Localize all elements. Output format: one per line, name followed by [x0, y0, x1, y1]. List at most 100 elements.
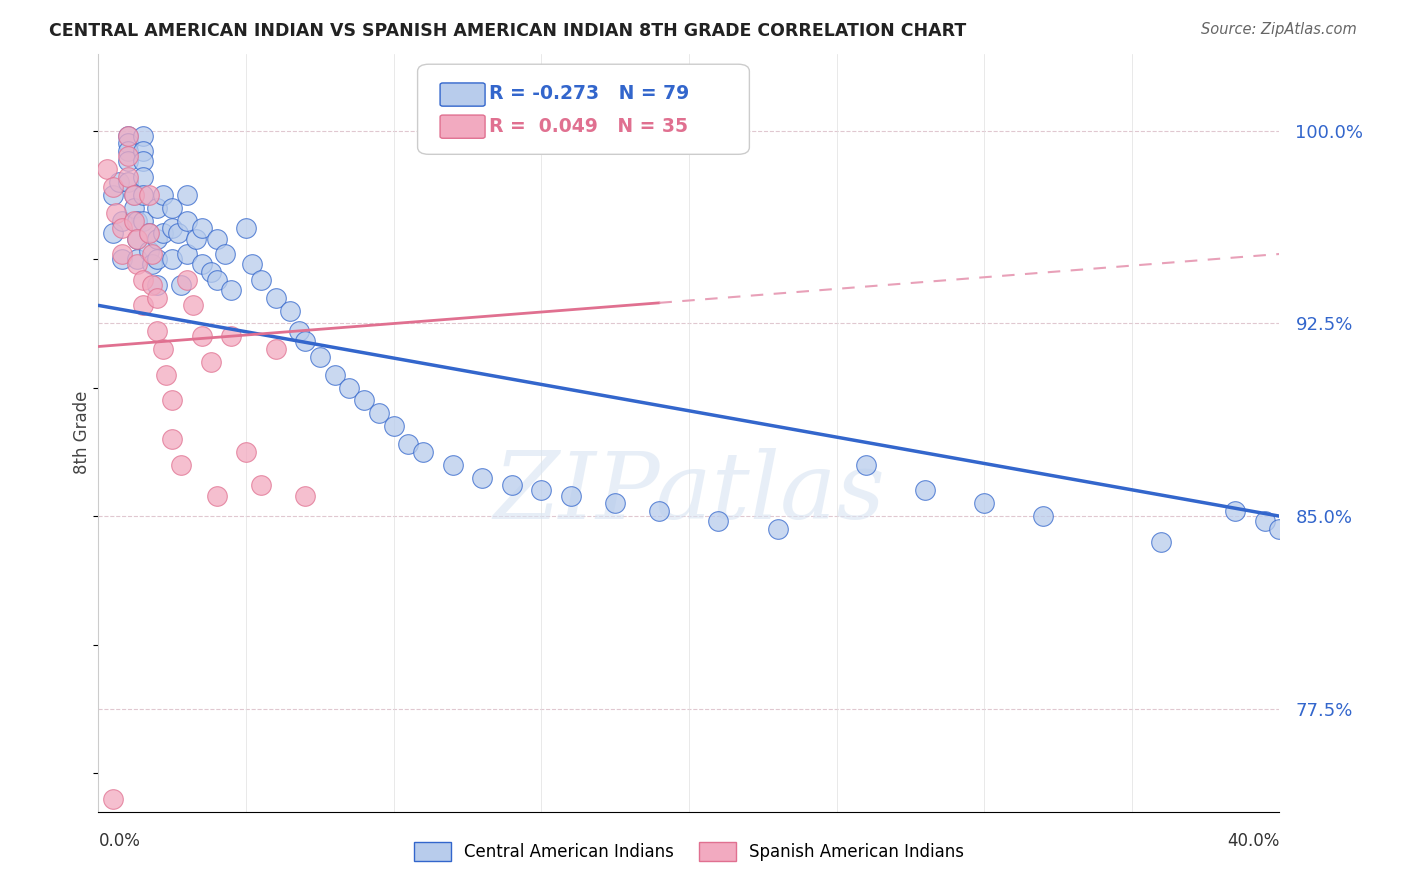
- Point: [111, 252, 134, 267]
- Point: [176, 247, 198, 261]
- Point: [122, 213, 145, 227]
- Point: [141, 247, 163, 261]
- Point: [117, 154, 139, 169]
- Point: [530, 483, 553, 498]
- Point: [1268, 522, 1291, 536]
- Point: [221, 283, 243, 297]
- Point: [132, 187, 155, 202]
- Point: [117, 128, 139, 143]
- Point: [117, 175, 139, 189]
- Point: [146, 277, 169, 292]
- Point: [471, 470, 494, 484]
- Point: [280, 303, 302, 318]
- Point: [108, 175, 131, 189]
- Point: [141, 257, 163, 271]
- Point: [132, 169, 155, 184]
- Point: [117, 136, 139, 151]
- Point: [152, 187, 174, 202]
- Point: [146, 324, 169, 338]
- Point: [766, 522, 789, 536]
- Point: [181, 298, 204, 312]
- Point: [146, 291, 169, 305]
- Point: [132, 298, 155, 312]
- Point: [382, 419, 405, 434]
- Point: [235, 221, 257, 235]
- Point: [200, 265, 222, 279]
- Point: [138, 187, 160, 202]
- Point: [294, 489, 316, 503]
- Text: Source: ZipAtlas.com: Source: ZipAtlas.com: [1201, 22, 1357, 37]
- Point: [323, 368, 346, 382]
- Point: [105, 206, 128, 220]
- Point: [264, 291, 287, 305]
- Point: [339, 381, 361, 395]
- Point: [250, 478, 273, 492]
- Point: [162, 221, 183, 235]
- Point: [125, 231, 148, 245]
- Point: [176, 187, 198, 202]
- Point: [176, 273, 198, 287]
- Point: [152, 342, 174, 356]
- Point: [309, 350, 332, 364]
- Point: [162, 393, 183, 408]
- Point: [125, 257, 148, 271]
- Point: [111, 247, 134, 261]
- Point: [122, 187, 145, 202]
- Point: [132, 213, 155, 227]
- Point: [125, 252, 148, 267]
- Point: [191, 257, 214, 271]
- Point: [96, 162, 118, 177]
- Point: [152, 227, 174, 241]
- Point: [235, 445, 257, 459]
- Point: [146, 201, 169, 215]
- Point: [162, 201, 183, 215]
- Point: [648, 504, 671, 518]
- Point: [221, 329, 243, 343]
- Point: [138, 227, 160, 241]
- Point: [1254, 514, 1277, 528]
- Point: [122, 201, 145, 215]
- Text: 0.0%: 0.0%: [98, 832, 141, 850]
- Point: [103, 227, 125, 241]
- Point: [125, 231, 148, 245]
- Point: [191, 329, 214, 343]
- Point: [122, 187, 145, 202]
- Point: [205, 489, 228, 503]
- Point: [162, 252, 183, 267]
- Point: [117, 144, 139, 158]
- Point: [184, 231, 207, 245]
- Point: [855, 458, 877, 472]
- Point: [1225, 504, 1247, 518]
- Point: [441, 458, 464, 472]
- Point: [103, 187, 125, 202]
- Point: [1032, 509, 1054, 524]
- Point: [167, 227, 190, 241]
- Point: [914, 483, 936, 498]
- Point: [141, 277, 163, 292]
- Point: [264, 342, 287, 356]
- Point: [125, 213, 148, 227]
- Point: [117, 149, 139, 163]
- Text: R = -0.273   N = 79: R = -0.273 N = 79: [489, 84, 689, 103]
- Point: [138, 227, 160, 241]
- Point: [294, 334, 316, 349]
- Point: [117, 169, 139, 184]
- Point: [240, 257, 263, 271]
- Point: [111, 221, 134, 235]
- Text: 40.0%: 40.0%: [1227, 832, 1279, 850]
- Point: [605, 496, 627, 510]
- Point: [368, 406, 391, 420]
- Point: [205, 231, 228, 245]
- Point: [288, 324, 311, 338]
- Point: [103, 792, 125, 806]
- Point: [138, 244, 160, 259]
- Point: [398, 437, 420, 451]
- Point: [117, 128, 139, 143]
- Point: [103, 180, 125, 194]
- Point: [412, 445, 434, 459]
- Point: [170, 277, 193, 292]
- Point: [132, 273, 155, 287]
- Point: [162, 432, 183, 446]
- Point: [111, 213, 134, 227]
- Legend: Central American Indians, Spanish American Indians: Central American Indians, Spanish Americ…: [408, 835, 970, 868]
